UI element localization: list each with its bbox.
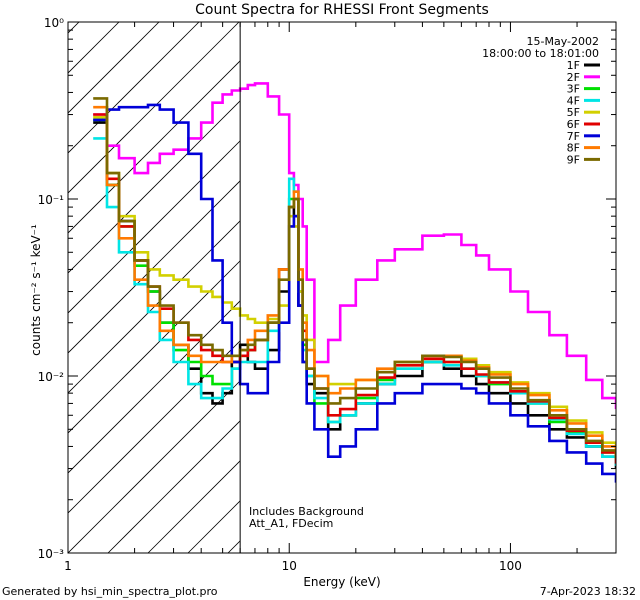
hatch-mask	[240, 22, 616, 553]
legend-label-3F: 3F	[567, 83, 580, 96]
legend-label-1F: 1F	[567, 59, 580, 72]
legend-label-7F: 7F	[567, 130, 580, 143]
y-tick-label: 10⁰	[44, 16, 64, 30]
x-axis-label: Energy (keV)	[303, 575, 380, 589]
series-9F	[93, 97, 616, 459]
hatch-line	[68, 22, 320, 274]
legend: 15-May-2002 18:00:00 to 18:01:00 1F2F3F4…	[482, 35, 600, 166]
hatch-line	[68, 22, 240, 194]
y-tick-label: 10⁻³	[38, 547, 65, 561]
x-tick-label: 100	[499, 559, 522, 573]
legend-label-9F: 9F	[567, 153, 580, 166]
legend-label-5F: 5F	[567, 106, 580, 119]
legend-time-range: 18:00:00 to 18:01:00	[482, 47, 599, 60]
x-tick-label: 1	[64, 559, 72, 573]
y-axis-label: counts cm⁻² s⁻¹ keV⁻¹	[29, 224, 43, 356]
annotation-background: Includes Background	[249, 505, 364, 518]
y-tick-label: 10⁻¹	[38, 193, 65, 207]
plot-frame	[67, 21, 617, 554]
legend-label-6F: 6F	[567, 118, 580, 131]
legend-label-8F: 8F	[567, 142, 580, 155]
annotation-attenuator: Att_A1, FDecim	[249, 517, 333, 530]
x-tick-label: 10	[282, 559, 297, 573]
y-tick-label: 10⁻²	[38, 370, 65, 384]
chart-title: Count Spectra for RHESSI Front Segments	[195, 2, 489, 18]
hatch-line	[68, 22, 280, 234]
axes-group: 10⁰ 10⁻¹ 10⁻² 10⁻³1 10 100	[38, 16, 617, 573]
instrument-low-energy-hatching	[68, 22, 616, 553]
legend-label-4F: 4F	[567, 94, 580, 107]
footer-timestamp: 7-Apr-2023 18:32	[540, 585, 636, 598]
footer-generated-by: Generated by hsi_min_spectra_plot.pro	[2, 585, 218, 598]
hatch-line	[68, 22, 160, 114]
legend-date: 15-May-2002	[527, 35, 599, 48]
spectra-series-group	[93, 82, 616, 483]
legend-label-2F: 2F	[567, 71, 580, 84]
